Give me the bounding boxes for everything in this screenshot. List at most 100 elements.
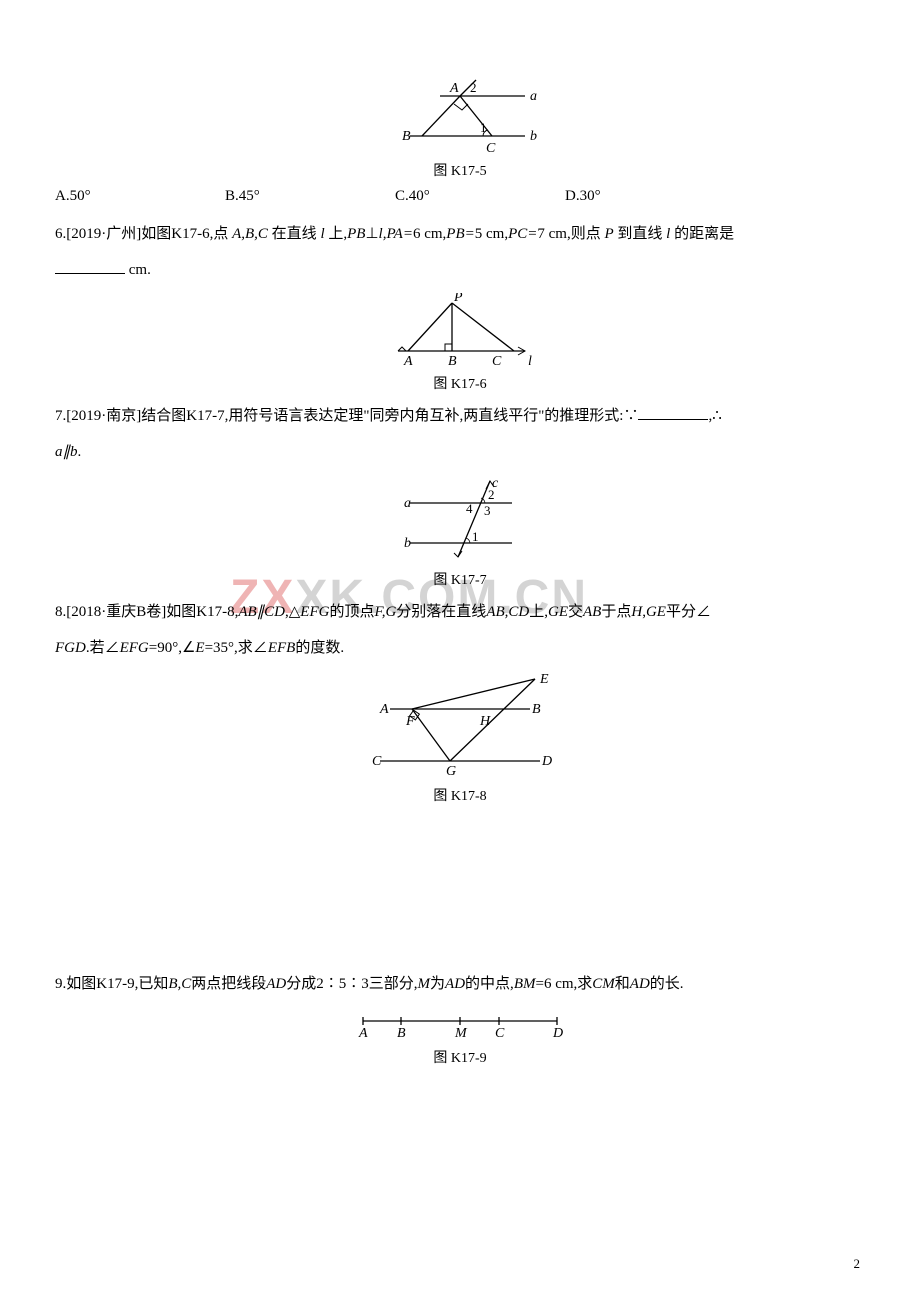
q8-efb: EFB — [268, 640, 296, 656]
figure-k17-8: A B C D F H G E 图 K17-8 — [55, 671, 865, 805]
svg-text:M: M — [454, 1026, 468, 1041]
option-c: C.40° — [395, 188, 565, 205]
q9-m: M — [418, 976, 431, 992]
q8-2b: =90°,∠ — [149, 640, 196, 656]
q8-1d: 分别落在直线 — [396, 604, 486, 620]
q9-ad2: AD — [445, 976, 465, 992]
q6-tail: 到直线 — [614, 226, 667, 242]
q7-end: . — [78, 444, 82, 460]
question-9: 9.如图K17-9,已知B,C两点把线段AD分成2∶5∶3三部分,M为AD的中点… — [55, 969, 865, 999]
q8-ab: AB∥CD — [238, 604, 285, 620]
q6-t2: 上, — [325, 226, 348, 242]
q9-m2: 分成2∶5∶3三部分, — [286, 976, 417, 992]
q6-pbval: 5 cm, — [475, 226, 508, 242]
q8-1b: ,△ — [285, 604, 300, 620]
figure-k17-7-svg: a b c 1 2 3 4 — [380, 475, 540, 565]
svg-text:2: 2 — [470, 80, 477, 95]
svg-text:C: C — [492, 354, 502, 369]
q6-line2: cm. — [55, 255, 865, 285]
svg-text:E: E — [539, 672, 549, 687]
svg-text:A: A — [449, 81, 459, 96]
q6-end: 的距离是 — [670, 226, 734, 242]
q6-p: P — [604, 226, 613, 242]
svg-text:H: H — [479, 714, 491, 729]
q8-2c: =35°,求∠ — [205, 640, 268, 656]
q8-h: H — [631, 604, 642, 620]
q7-blank — [638, 404, 708, 420]
figure-k17-5: a b A B C 1 2 图 K17-5 — [55, 78, 865, 180]
q6-pcv: PC= — [508, 226, 537, 242]
q8-ge2: GE — [646, 604, 666, 620]
q9-m6: 和 — [615, 976, 630, 992]
page-number: 2 — [854, 1256, 861, 1272]
svg-text:l: l — [528, 354, 532, 369]
q8-1i: 平分∠ — [666, 604, 711, 620]
svg-text:3: 3 — [484, 503, 491, 518]
svg-text:A: A — [379, 702, 389, 717]
q9-end: 的长. — [650, 976, 684, 992]
figure-k17-9-svg: A B M C D — [345, 1007, 575, 1043]
svg-text:P: P — [453, 293, 463, 305]
q5-options: A.50° B.45° C.40° D.30° — [55, 188, 865, 205]
q7-prefix: 7.[2019·南京]结合图K17-7,用符号语言表达定理"同旁内角互补,两直线… — [55, 408, 638, 424]
q8-2d: 的度数. — [295, 640, 344, 656]
q9-cm: CM — [592, 976, 615, 992]
svg-text:B: B — [402, 129, 411, 144]
q8-efg2: EFG — [120, 640, 149, 656]
q6-pbv: PB= — [446, 226, 474, 242]
question-7: 7.[2019·南京]结合图K17-7,用符号语言表达定理"同旁内角互补,两直线… — [55, 401, 865, 431]
figure-k17-5-svg: a b A B C 1 2 — [380, 78, 540, 156]
q7-line2: a∥b. — [55, 437, 865, 467]
page-content: a b A B C 1 2 图 K17-5 A.50° B.45° C.40° … — [55, 78, 865, 1067]
q6-abc: A,B,C — [232, 226, 268, 242]
figure-k17-9: A B M C D 图 K17-9 — [55, 1007, 865, 1067]
svg-text:2: 2 — [488, 487, 495, 502]
q8-2a: .若∠ — [86, 640, 120, 656]
spacer — [55, 813, 865, 963]
svg-text:1: 1 — [472, 529, 479, 544]
q6-pcval: 7 cm,则点 — [537, 226, 604, 242]
svg-text:1: 1 — [480, 120, 487, 135]
q8-1f: 交 — [568, 604, 583, 620]
q8-efg: EFG — [300, 604, 329, 620]
q9-m4: 的中点, — [465, 976, 514, 992]
q9-prefix: 9.如图K17-9,已知 — [55, 976, 168, 992]
q7-concl: a∥b — [55, 444, 78, 460]
question-8-line2: FGD.若∠EFG=90°,∠E=35°,求∠EFB的度数. — [55, 633, 865, 663]
svg-text:b: b — [530, 129, 537, 144]
svg-text:A: A — [358, 1026, 368, 1041]
figure-k17-6-svg: P A B C l — [380, 293, 540, 369]
q8-fgd: FGD — [55, 640, 86, 656]
q8-e: E — [195, 640, 204, 656]
option-a: A.50° — [55, 188, 225, 205]
q7-tail: ,∴ — [708, 408, 721, 424]
question-8-line1: 8.[2018·重庆B卷]如图K17-8,AB∥CD,△EFG的顶点F,G分别落… — [55, 597, 865, 627]
figure-k17-5-caption: 图 K17-5 — [55, 160, 865, 180]
svg-text:D: D — [552, 1026, 563, 1041]
q9-m1: 两点把线段 — [191, 976, 266, 992]
q6-blank — [55, 258, 125, 274]
q8-ab2: AB — [583, 604, 601, 620]
q6-perp: ⊥ — [365, 226, 378, 242]
figure-k17-8-svg: A B C D F H G E — [360, 671, 560, 781]
svg-text:b: b — [404, 536, 411, 551]
q9-m3: 为 — [430, 976, 445, 992]
q8-abcd: AB,CD — [486, 604, 529, 620]
q6-text: 6.[2019·广州]如图K17-6,点 — [55, 226, 228, 242]
figure-k17-9-caption: 图 K17-9 — [55, 1047, 865, 1067]
q6-pb: PB — [347, 226, 365, 242]
svg-text:4: 4 — [466, 501, 473, 516]
q6-pa: ,PA= — [383, 226, 413, 242]
svg-text:a: a — [404, 496, 411, 511]
figure-k17-6: P A B C l 图 K17-6 — [55, 293, 865, 393]
question-6: 6.[2019·广州]如图K17-6,点 A,B,C 在直线 l 上,PB⊥l,… — [55, 219, 865, 249]
svg-text:C: C — [495, 1026, 505, 1041]
q6-pav: 6 cm, — [413, 226, 446, 242]
svg-text:F: F — [405, 714, 415, 729]
svg-text:G: G — [446, 764, 456, 779]
q8-ge: GE — [548, 604, 568, 620]
q6-t1: 在直线 — [272, 226, 321, 242]
svg-text:D: D — [541, 754, 552, 769]
svg-text:B: B — [532, 702, 541, 717]
figure-k17-7-caption: 图 K17-7 — [55, 569, 865, 589]
